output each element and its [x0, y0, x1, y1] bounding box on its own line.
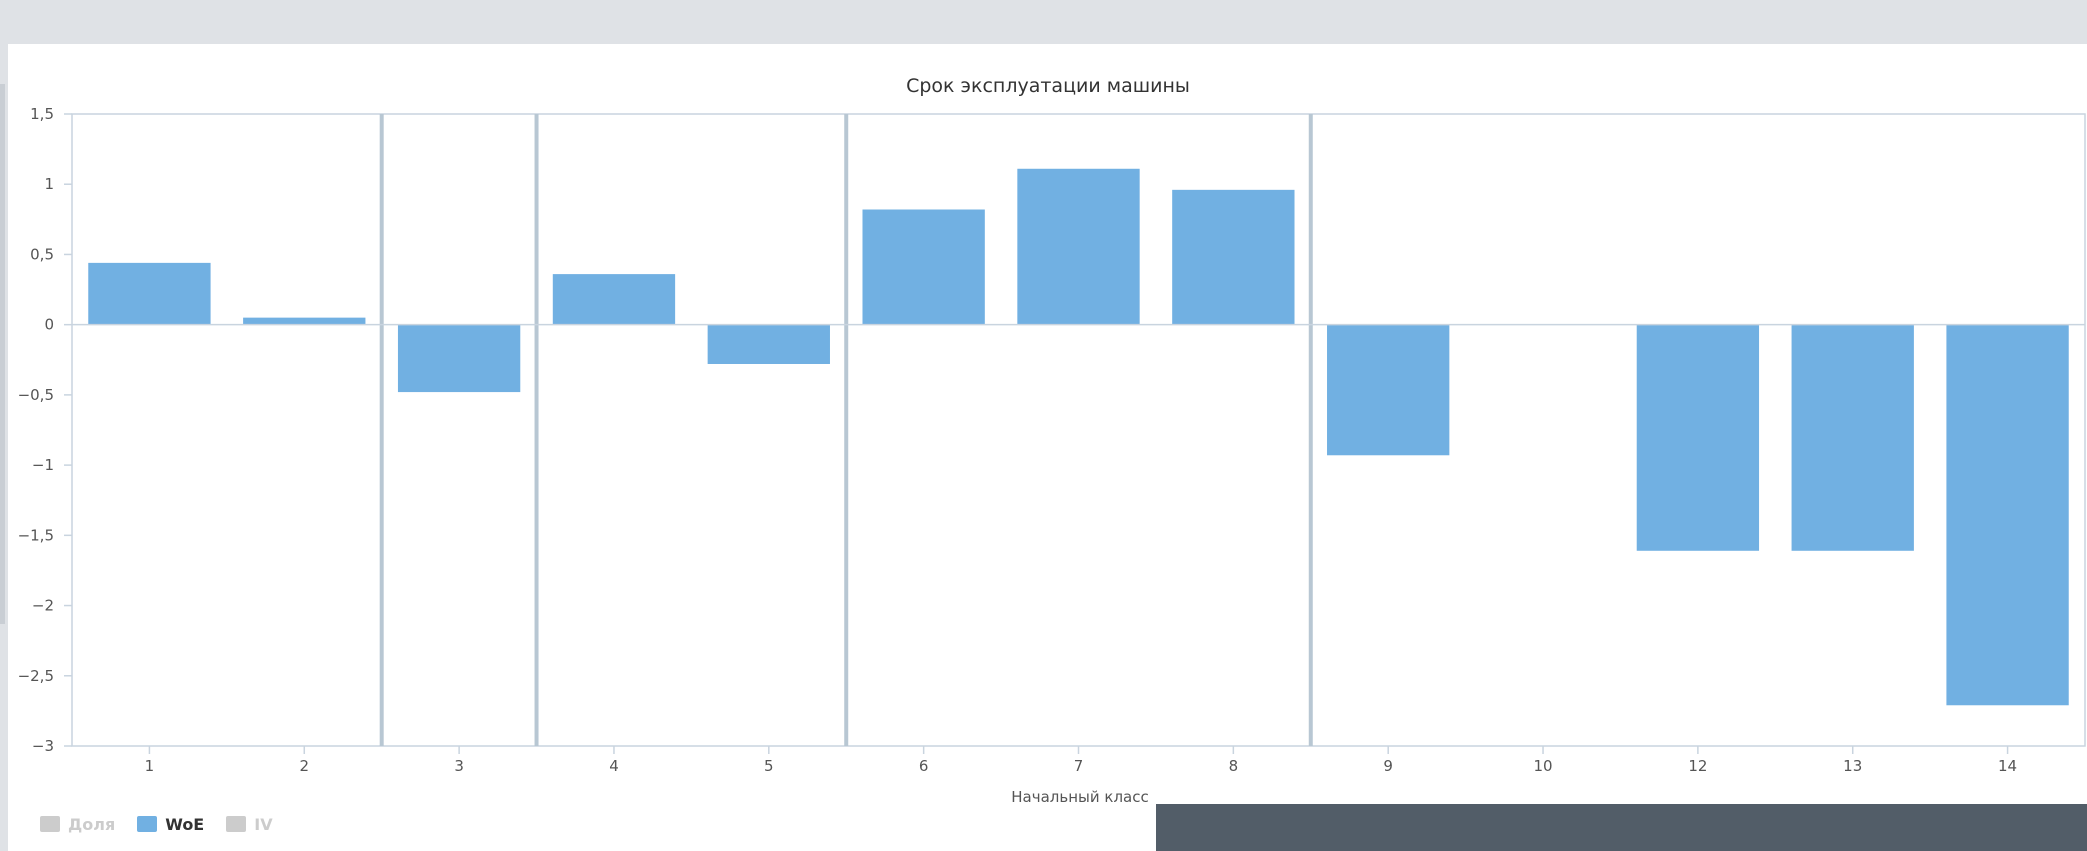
x-tick-label: 12 — [1688, 757, 1707, 775]
legend-label: WoE — [165, 814, 205, 834]
x-tick-label: 3 — [454, 757, 464, 775]
bar-7[interactable] — [1017, 168, 1140, 325]
y-axis: 1,5 1 0,5 0 −0,5 −1 −1,5 −2 −2,5 −3 — [18, 105, 72, 755]
legend-item-iv[interactable]: IV — [226, 814, 273, 834]
dark-overlay-panel — [1156, 804, 2087, 851]
y-tick-label: −1 — [32, 456, 54, 474]
y-tick-label: 1,5 — [30, 105, 54, 123]
x-tick-label: 13 — [1843, 757, 1862, 775]
legend-label: Доля — [68, 814, 116, 834]
legend-swatch — [226, 816, 247, 832]
x-tick-label: 2 — [299, 757, 309, 775]
x-tick-label: 4 — [609, 757, 619, 775]
y-tick-label: 0,5 — [30, 245, 54, 263]
bar-8[interactable] — [1172, 189, 1295, 325]
chart-title: Срок эксплуатации машины — [906, 75, 1190, 97]
legend-label: IV — [254, 814, 273, 834]
bar-6[interactable] — [862, 209, 985, 325]
bar-3[interactable] — [397, 324, 521, 393]
bar-12[interactable] — [1636, 324, 1760, 551]
bar-5[interactable] — [707, 324, 830, 364]
bar-1[interactable] — [88, 262, 211, 325]
legend-swatch — [40, 816, 60, 832]
x-axis-title: Начальный класс — [1011, 788, 1148, 806]
plot-area: 1,510,50−0,5−1−1,5−2−2,5−3 1 2 3 4 5 6 7 8 9 10 12… — [18, 105, 2086, 775]
bar-2[interactable] — [243, 317, 366, 325]
group-separators — [379, 114, 1313, 746]
bar-13[interactable] — [1791, 324, 1914, 551]
x-tick-label: 10 — [1533, 757, 1552, 775]
x-tick-label: 9 — [1383, 757, 1393, 775]
y-tick-label: −2,5 — [18, 667, 54, 685]
left-edge — [0, 84, 5, 624]
legend-item-woe[interactable]: WoE — [137, 815, 204, 834]
bar-9[interactable] — [1327, 324, 1450, 456]
y-tick-label: −0,5 — [18, 386, 54, 404]
legend-item-доля[interactable]: Доля — [40, 815, 115, 834]
bars — [88, 168, 2069, 706]
y-tick-label: 1 — [44, 175, 54, 193]
y-tick-label: −2 — [32, 597, 54, 615]
y-tick-label: −3 — [32, 737, 54, 755]
top-strip — [0, 0, 2087, 44]
x-tick-label: 7 — [1074, 757, 1084, 775]
x-tick-label: 8 — [1229, 757, 1239, 775]
y-tick-label: 0 — [44, 316, 54, 334]
x-tick-label: 1 — [145, 757, 155, 775]
x-tick-label: 6 — [919, 757, 929, 775]
bar-14[interactable] — [1946, 324, 2069, 706]
x-axis: 1 2 3 4 5 6 7 8 9 10 12 13 14 — [145, 746, 2017, 775]
legend-swatch — [137, 816, 158, 832]
x-tick-label: 14 — [1998, 757, 2017, 775]
x-tick-label: 5 — [764, 757, 774, 775]
legend: Доля WoE IV — [40, 812, 273, 836]
y-tick-label: −1,5 — [18, 526, 54, 544]
bar-4[interactable] — [552, 274, 676, 325]
